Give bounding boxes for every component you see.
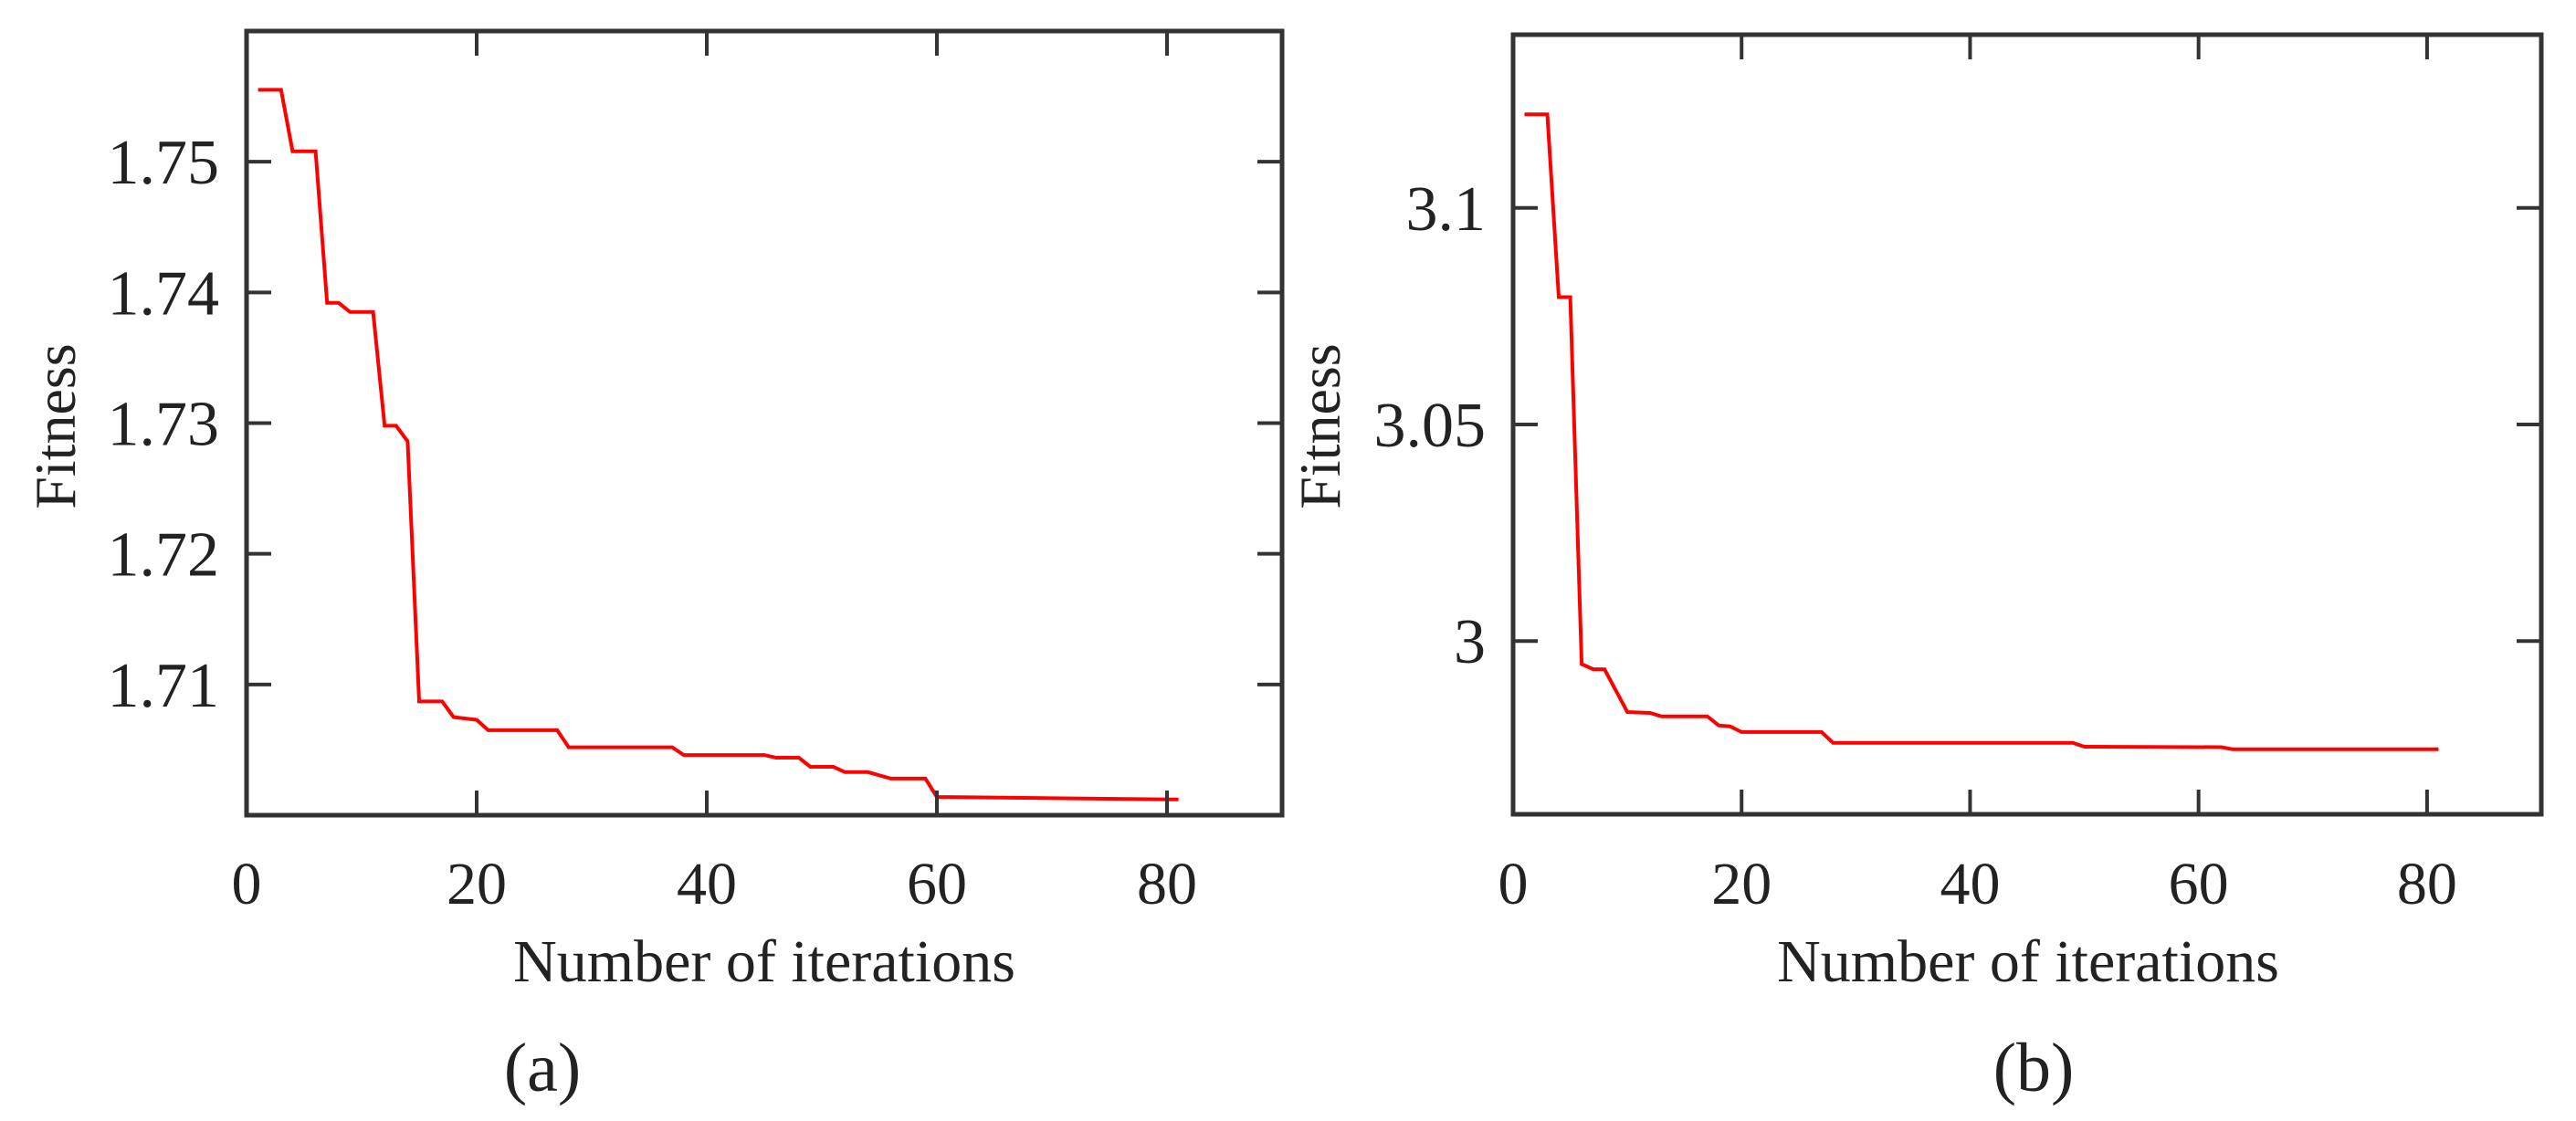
y-tick-label: 1.73 (108, 390, 220, 460)
y-tick-label: 1.74 (108, 258, 220, 329)
x-axis-label-a: Number of iterations (513, 928, 1015, 995)
y-tick-labels-b: 3 3.05 3.1 (1374, 174, 1487, 677)
x-tick-labels-a: 0 20 40 60 80 (232, 851, 1198, 917)
ticks-b (1513, 35, 2541, 814)
x-tick-label: 40 (677, 851, 737, 917)
y-tick-label: 3 (1454, 607, 1486, 677)
y-axis-label-a: Fitness (23, 343, 88, 508)
x-tick-label: 0 (1498, 851, 1529, 917)
fitness-curve-b (1524, 112, 2439, 751)
x-tick-label: 40 (1940, 851, 2000, 917)
y-tick-label: 1.75 (108, 128, 220, 198)
x-tick-labels-b: 0 20 40 60 80 (1498, 851, 2457, 917)
panel-caption-a: (a) (504, 1030, 581, 1106)
x-tick-label: 60 (907, 851, 967, 917)
chart-panel-a: 1.71 1.72 1.73 1.74 1.75 0 20 40 60 80 Fitness N… (23, 28, 1285, 1106)
plot-frame-a (244, 28, 1285, 818)
x-tick-label: 0 (232, 851, 262, 917)
chart-panel-b: 3 3.05 3.1 0 20 40 60 80 Fitness Number of ite… (1288, 32, 2544, 1106)
y-tick-label: 3.05 (1374, 391, 1487, 461)
y-tick-label: 3.1 (1406, 174, 1487, 245)
y-axis-label-b: Fitness (1288, 343, 1352, 508)
fitness-line (1524, 112, 2439, 751)
y-tick-label: 1.71 (108, 651, 220, 721)
fitness-line (258, 88, 1179, 801)
y-tick-label: 1.72 (108, 520, 220, 591)
plot-frame-b (1510, 32, 2544, 817)
x-tick-label: 60 (2169, 851, 2229, 917)
x-tick-label: 20 (1711, 851, 1772, 917)
ticks-a (247, 31, 1282, 815)
panel-caption-b: (b) (1993, 1030, 2075, 1106)
fitness-curve-a (258, 88, 1179, 801)
x-tick-label: 80 (2397, 851, 2457, 917)
x-axis-label-b: Number of iterations (1777, 928, 2279, 995)
y-tick-labels-a: 1.71 1.72 1.73 1.74 1.75 (108, 128, 220, 721)
x-tick-label: 20 (447, 851, 507, 917)
x-tick-label: 80 (1137, 851, 1197, 917)
